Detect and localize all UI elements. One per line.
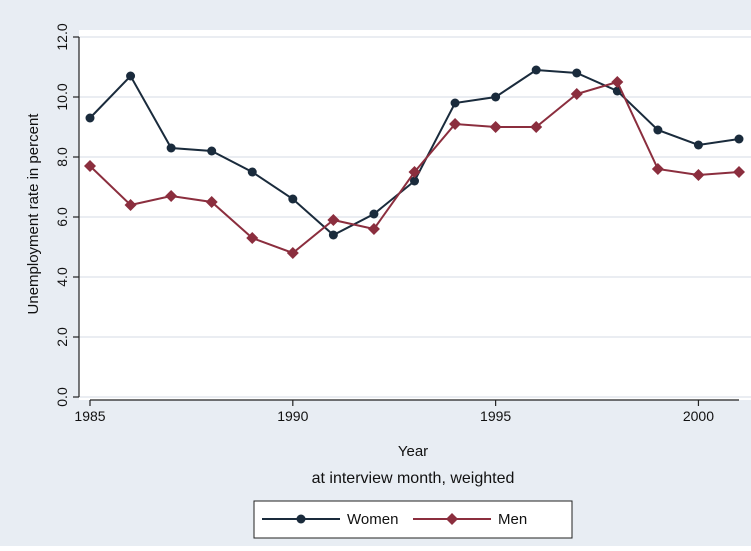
data-point-men (449, 118, 462, 130)
x-tick-label: 1990 (277, 408, 308, 424)
x-axis-ticks: 1985 1990 1995 2000 (74, 400, 714, 424)
data-point-women (653, 125, 663, 135)
data-point-men (205, 196, 218, 208)
data-point-women (247, 167, 257, 177)
data-point-men (327, 214, 340, 226)
x-axis-title: Year (398, 443, 428, 460)
x-tick-label: 1985 (74, 408, 105, 424)
data-point-men (286, 247, 299, 259)
series (84, 65, 745, 259)
y-tick-label: 4.0 (54, 267, 70, 287)
x-tick-label: 2000 (683, 408, 714, 424)
legend-marker-men (446, 513, 458, 525)
data-point-women (410, 176, 419, 186)
data-point-men (692, 169, 705, 181)
y-tick-label: 12.0 (54, 23, 70, 50)
data-point-women (126, 71, 136, 81)
x-axis-subtitle: at interview month, weighted (312, 470, 515, 487)
series-men (84, 76, 745, 259)
y-tick-label: 10.0 (54, 83, 70, 110)
y-tick-label: 0.0 (54, 387, 70, 407)
legend-item-men: Men (413, 511, 527, 528)
data-point-men (84, 160, 96, 172)
data-point-men (651, 163, 664, 175)
data-point-women (572, 68, 582, 78)
data-point-women (369, 209, 379, 219)
plot-area (79, 30, 751, 400)
data-point-men (367, 223, 380, 235)
data-point-women (328, 230, 338, 240)
data-point-women (491, 92, 501, 102)
data-point-men (733, 166, 745, 178)
y-axis-ticks: 0.0 2.0 4.0 6.0 8.0 10.0 12.0 (54, 23, 79, 407)
y-tick-label: 6.0 (54, 207, 70, 227)
data-point-men (124, 199, 137, 211)
y-tick-label: 8.0 (54, 147, 70, 167)
data-point-women (693, 140, 703, 150)
gridlines (79, 36, 751, 398)
data-point-men (165, 190, 178, 202)
data-point-men (246, 232, 259, 244)
data-point-men (611, 76, 624, 88)
data-point-women (531, 65, 541, 75)
y-axis-title: Unemployment rate in percent (25, 113, 42, 315)
series-women (85, 65, 744, 240)
y-tick-label: 2.0 (54, 327, 70, 347)
legend-label-women: Women (347, 511, 398, 528)
legend: Women Men (253, 500, 573, 539)
data-point-men (570, 88, 583, 100)
data-point-men (489, 121, 502, 133)
data-point-women (288, 194, 298, 204)
data-point-women (85, 113, 95, 123)
data-point-women (207, 146, 217, 156)
x-tick-label: 1995 (480, 408, 511, 424)
data-point-women (450, 98, 460, 108)
data-point-women (734, 134, 744, 144)
legend-marker-women (296, 514, 306, 524)
data-point-women (166, 143, 176, 153)
legend-label-men: Men (498, 511, 527, 528)
data-point-men (408, 166, 421, 178)
legend-item-women: Women (262, 511, 398, 528)
data-point-men (530, 121, 543, 133)
